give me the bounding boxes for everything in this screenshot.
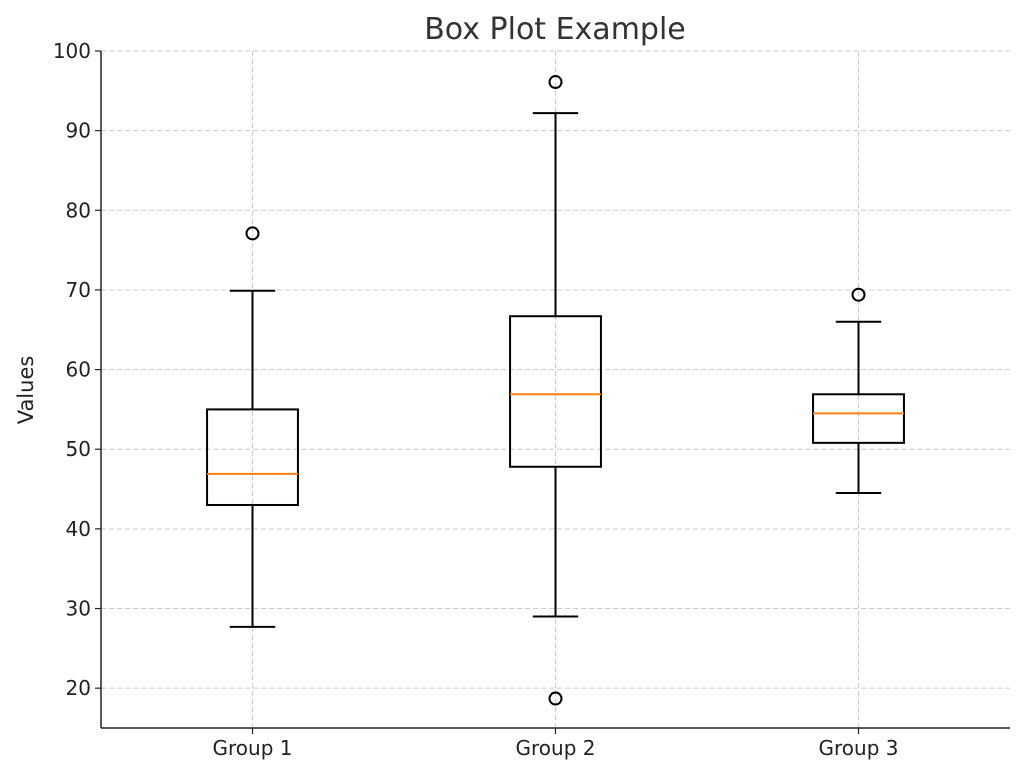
y-tick-label: 100 [53, 39, 91, 63]
x-tick-label: Group 3 [819, 736, 899, 760]
box-iqr [509, 315, 602, 468]
outlier-point [245, 226, 260, 241]
y-tick-label: 70 [66, 278, 91, 302]
outlier-point [548, 75, 563, 90]
y-tick-label: 90 [66, 119, 91, 143]
y-tick-label: 20 [66, 676, 91, 700]
y-tick-label: 60 [66, 358, 91, 382]
chart-title: Box Plot Example [424, 12, 686, 47]
box-iqr [206, 408, 299, 506]
box-iqr [812, 393, 905, 444]
axes: 20 30 40 50 60 70 80 90 100 Group 1 Group 2 Group 3 [53, 39, 1010, 760]
y-tick-label: 40 [66, 517, 91, 541]
y-tick-label: 30 [66, 597, 91, 621]
boxes [206, 75, 905, 706]
x-tick-label: Group 1 [213, 736, 293, 760]
y-axis-label: Values [14, 356, 38, 425]
outlier-point [851, 287, 866, 302]
outlier-point [548, 691, 563, 706]
y-tick-label: 50 [66, 437, 91, 461]
y-tick-label: 80 [66, 198, 91, 222]
x-tick-label: Group 2 [516, 736, 596, 760]
